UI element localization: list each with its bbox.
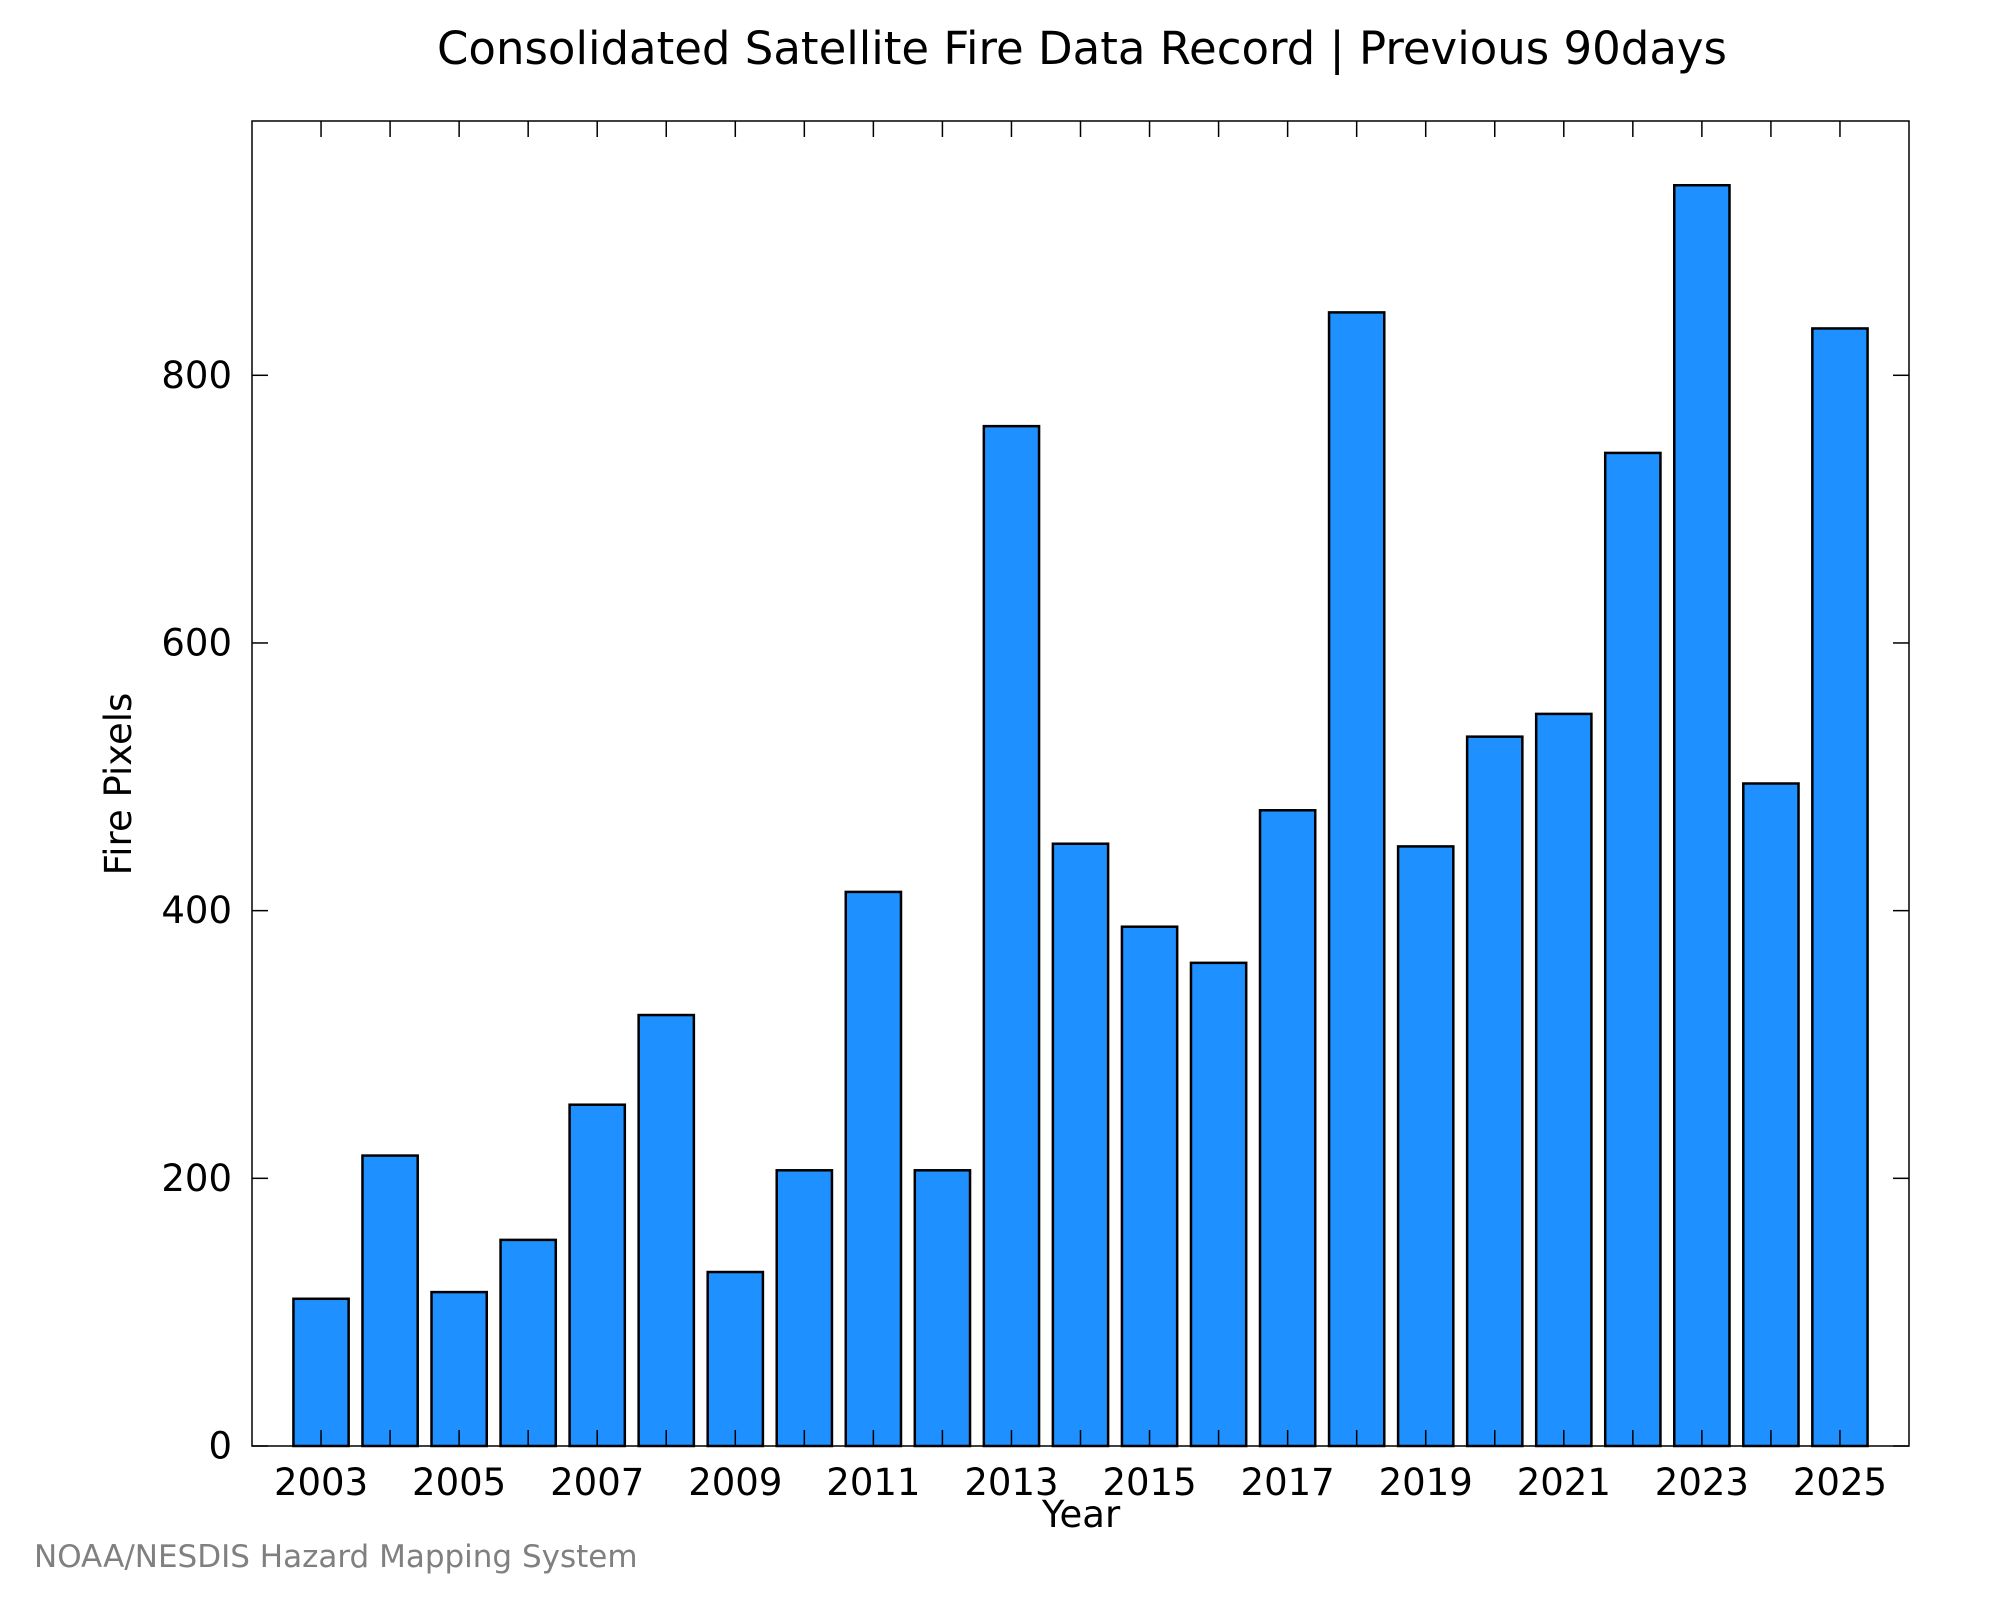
x-tick-label-2005: 2005	[412, 1461, 506, 1504]
bar-2016	[1189, 961, 1248, 1448]
bar-2021	[1534, 712, 1593, 1448]
bar-2007	[568, 1103, 627, 1448]
y-axis-label: Fire Pixels	[97, 693, 140, 876]
credit-text: NOAA/NESDIS Hazard Mapping System	[34, 1539, 638, 1575]
x-axis-ticks: 2003 2005 2007 2009 2011 2013 2015 2017 2019 2021…	[274, 121, 1887, 1504]
x-tick-label-2003: 2003	[274, 1461, 368, 1504]
bar-2022	[1603, 451, 1662, 1448]
y-tick-label-0: 0	[208, 1425, 232, 1468]
y-axis-ticks: 0 200 400 600 800	[161, 354, 1909, 1468]
bar-2020	[1465, 735, 1524, 1448]
bar-2019	[1396, 845, 1455, 1448]
chart-title: Consolidated Satellite Fire Data Record …	[437, 22, 1727, 75]
x-axis-label: Year	[1041, 1493, 1121, 1536]
bar-2025	[1811, 327, 1869, 1448]
bar-2008	[637, 1013, 696, 1448]
bar-2012	[913, 1169, 972, 1448]
bar-2009	[706, 1270, 765, 1448]
bars-group	[292, 183, 1869, 1448]
x-tick-label-2011: 2011	[826, 1461, 920, 1504]
x-tick-label-2019: 2019	[1379, 1461, 1473, 1504]
bar-2010	[775, 1169, 834, 1448]
bar-2014	[1051, 842, 1110, 1448]
x-tick-label-2021: 2021	[1517, 1461, 1611, 1504]
y-tick-label-600: 600	[161, 621, 232, 664]
x-tick-label-2015: 2015	[1102, 1461, 1196, 1504]
bar-2024	[1742, 782, 1800, 1448]
bar-2011	[844, 890, 903, 1448]
x-tick-label-2023: 2023	[1655, 1461, 1749, 1504]
x-tick-label-2025: 2025	[1793, 1461, 1887, 1504]
bar-2004	[361, 1154, 419, 1448]
bar-2003	[292, 1297, 350, 1448]
bar-2017	[1258, 809, 1317, 1448]
x-tick-label-2009: 2009	[688, 1461, 782, 1504]
y-tick-label-800: 800	[161, 354, 232, 397]
y-tick-label-400: 400	[161, 889, 232, 932]
x-tick-label-2017: 2017	[1241, 1461, 1335, 1504]
bar-2015	[1120, 925, 1179, 1448]
x-tick-label-2007: 2007	[550, 1461, 644, 1504]
bar-2013	[982, 424, 1041, 1448]
y-tick-label-200: 200	[161, 1157, 232, 1200]
bar-2006	[499, 1238, 558, 1448]
bar-2023	[1673, 183, 1731, 1448]
bar-2018	[1327, 311, 1386, 1448]
bar-2005	[430, 1290, 488, 1448]
x-tick-label-2013: 2013	[964, 1461, 1058, 1504]
